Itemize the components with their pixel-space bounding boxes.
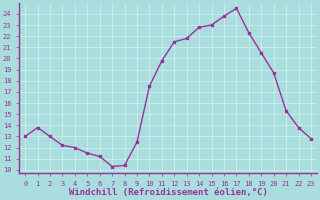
- X-axis label: Windchill (Refroidissement éolien,°C): Windchill (Refroidissement éolien,°C): [68, 188, 268, 197]
